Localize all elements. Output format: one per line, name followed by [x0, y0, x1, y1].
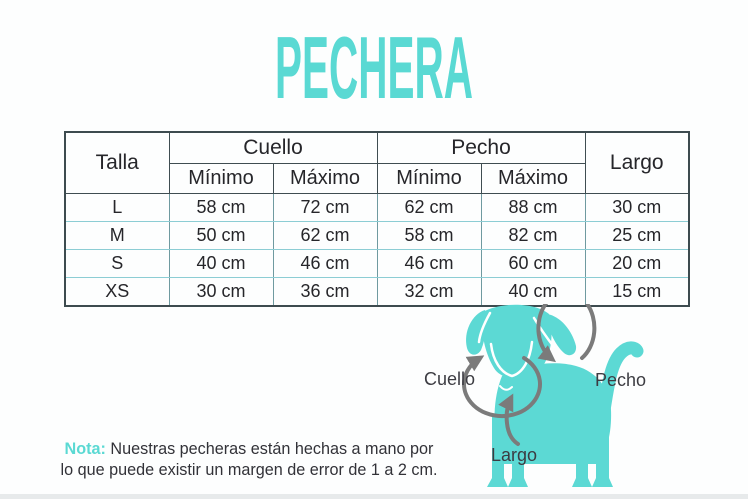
dog-measurement-illustration [462, 304, 644, 487]
largo-measure-arrow [498, 393, 520, 446]
cuello-label: Cuello [424, 369, 476, 389]
dog-face-lines [477, 311, 556, 391]
note-prefix: Nota: [64, 440, 106, 458]
cell-cuello-max: 46 cm [272, 249, 378, 278]
col-header-cuello-max: Máximo [272, 163, 378, 194]
cell-cuello-max: 36 cm [272, 277, 378, 307]
note-text-line2: lo que puede existir un margen de error … [60, 461, 438, 479]
col-header-cuello-min: Mínimo [168, 163, 274, 194]
col-header-cuello: Cuello [168, 131, 378, 164]
note-text-line1: Nuestras pecheras están hechas a mano po… [110, 440, 434, 458]
cell-talla: XS [64, 277, 170, 307]
note-line1: Nota: Nuestras pecheras están hechas a m… [36, 439, 462, 460]
col-header-pecho: Pecho [376, 131, 586, 164]
cell-cuello-max: 72 cm [272, 193, 378, 222]
cell-largo: 20 cm [584, 249, 690, 278]
cell-pecho-min: 46 cm [376, 249, 482, 278]
largo-label: Largo [491, 445, 538, 465]
col-header-largo: Largo [584, 131, 690, 194]
table-row-l: L 58 cm 72 cm 62 cm 88 cm 30 cm [64, 193, 690, 222]
dog-silhouette-icon [466, 304, 644, 487]
cell-pecho-max: 60 cm [480, 249, 586, 278]
cell-cuello-min: 50 cm [168, 221, 274, 250]
table-row-xs: XS 30 cm 36 cm 32 cm 40 cm 15 cm [64, 277, 690, 307]
cell-largo: 25 cm [584, 221, 690, 250]
cell-pecho-min: 62 cm [376, 193, 482, 222]
cell-cuello-max: 62 cm [272, 221, 378, 250]
pecho-measure-arrow [536, 304, 597, 363]
cell-talla: M [64, 221, 170, 250]
cell-talla: L [64, 193, 170, 222]
cell-talla: S [64, 249, 170, 278]
handmade-note: Nota: Nuestras pecheras están hechas a m… [36, 439, 462, 481]
cell-pecho-max: 88 cm [480, 193, 586, 222]
page-title: PECHERA [275, 18, 473, 117]
cell-cuello-min: 30 cm [168, 277, 274, 307]
cell-cuello-min: 40 cm [168, 249, 274, 278]
col-header-pecho-max: Máximo [480, 163, 586, 194]
bottom-edge-band [0, 494, 748, 499]
table-row-m: M 50 cm 62 cm 58 cm 82 cm 25 cm [64, 221, 690, 250]
cell-largo: 15 cm [584, 277, 690, 307]
col-header-pecho-min: Mínimo [376, 163, 482, 194]
cell-pecho-min: 32 cm [376, 277, 482, 307]
cell-pecho-max: 40 cm [480, 277, 586, 307]
cell-cuello-min: 58 cm [168, 193, 274, 222]
size-chart-table: Talla Cuello Pecho Largo Mínimo Máximo M… [64, 131, 690, 307]
cell-pecho-min: 58 cm [376, 221, 482, 250]
cell-pecho-max: 82 cm [480, 221, 586, 250]
col-header-talla: Talla [64, 131, 170, 194]
cell-largo: 30 cm [584, 193, 690, 222]
pecho-label: Pecho [595, 370, 647, 390]
table-row-s: S 40 cm 46 cm 46 cm 60 cm 20 cm [64, 249, 690, 278]
cuello-measure-arrow [462, 355, 542, 419]
